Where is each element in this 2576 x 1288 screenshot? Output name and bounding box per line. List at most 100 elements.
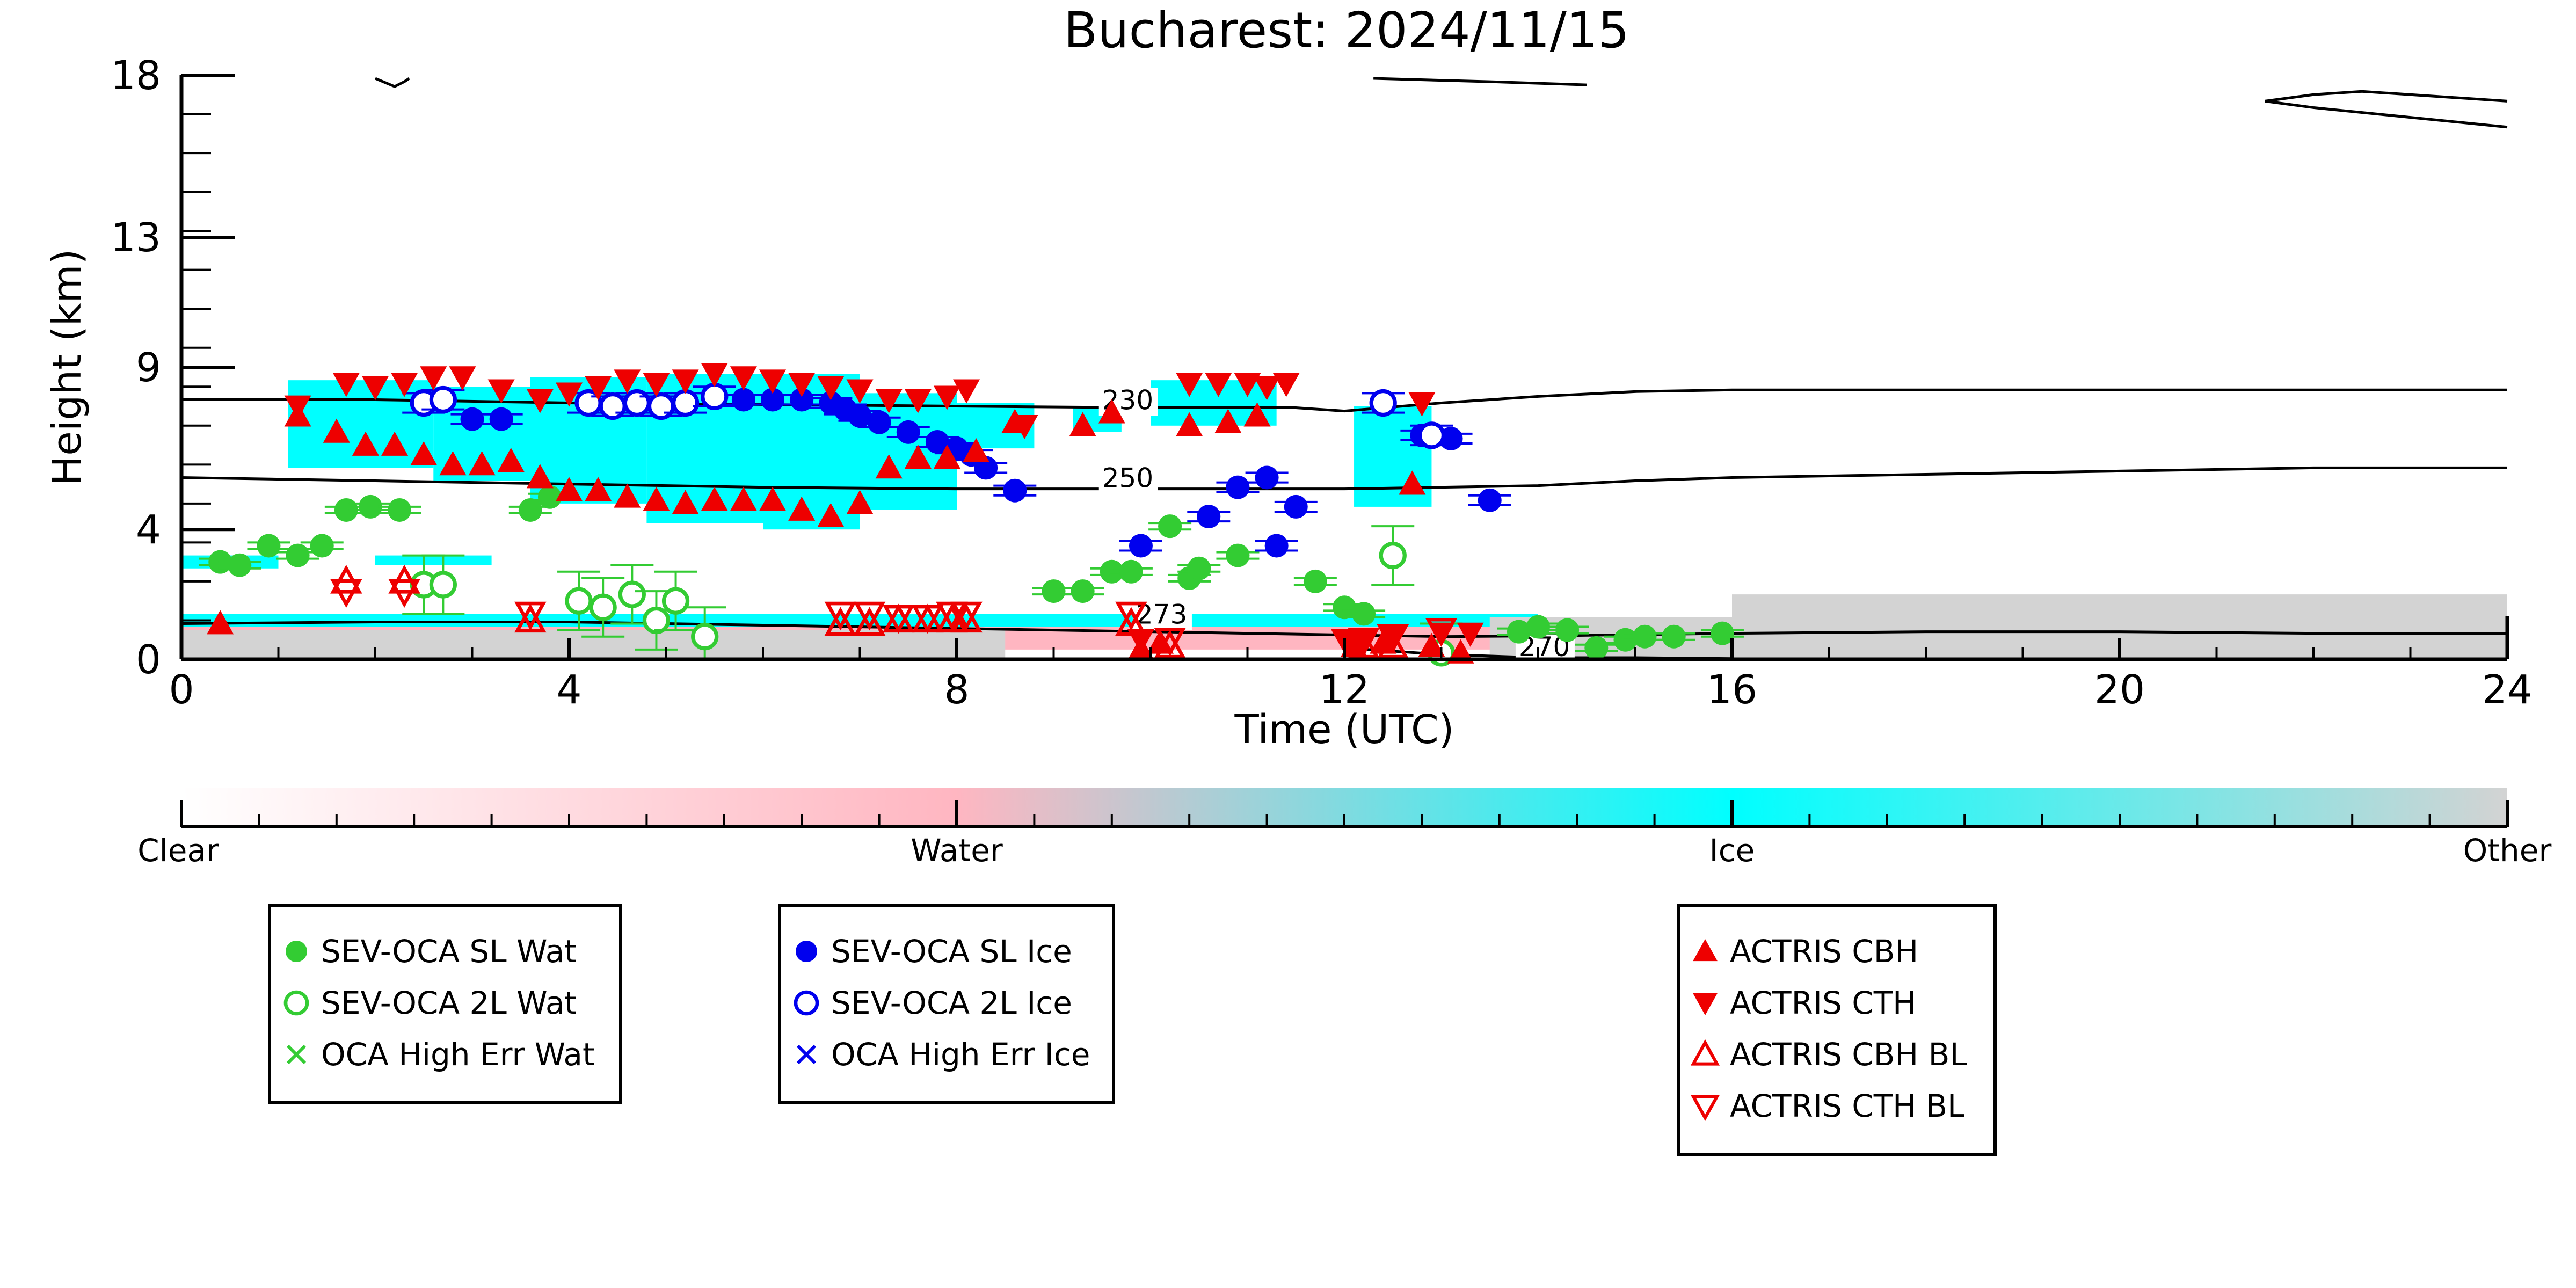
data-point <box>589 593 617 621</box>
data-point <box>468 451 496 476</box>
data-point <box>912 605 944 634</box>
data-point <box>1115 607 1147 636</box>
y-tick-label: 9 <box>136 345 161 391</box>
legend-label: OCA High Err Ice <box>831 1036 1090 1073</box>
data-point <box>817 503 845 527</box>
data-point <box>1348 629 1380 659</box>
data-point <box>761 388 785 412</box>
contour-label-bg <box>1098 465 1158 494</box>
data-point <box>701 486 728 511</box>
data-point <box>1226 543 1250 567</box>
temperature-contour <box>1373 77 1587 86</box>
legend-layer: SEV-OCA SL Wat SEV-OCA 2L Wat OCA High Err… <box>268 904 1997 1156</box>
data-point <box>730 366 757 391</box>
data-point <box>846 379 874 404</box>
data-point <box>1584 636 1609 660</box>
data-point <box>1417 421 1446 449</box>
legend-label: SEV-OCA SL Ice <box>831 933 1072 970</box>
series-actris-cth-bl <box>330 579 1458 657</box>
y-tick-label: 13 <box>111 215 161 261</box>
data-point <box>449 366 476 391</box>
data-point <box>1119 559 1143 584</box>
data-point <box>853 601 886 631</box>
data-point <box>642 606 671 635</box>
data-point <box>904 445 932 469</box>
x-tick-label: 24 <box>2482 667 2533 713</box>
data-point <box>846 490 874 514</box>
legend-box-2: SEV-OCA SL Ice SEV-OCA 2L Ice OCA High Err… <box>778 904 1115 1104</box>
data-point <box>1348 628 1380 657</box>
data-point <box>518 498 542 522</box>
legend-label: SEV-OCA 2L Ice <box>831 985 1072 1021</box>
data-point <box>790 388 814 412</box>
data-point <box>286 543 310 567</box>
legend-label: ACTRIS CBH BL <box>1730 1036 1967 1073</box>
data-point <box>701 382 729 411</box>
data-point <box>439 451 467 476</box>
colorbar-ticks <box>180 800 2509 827</box>
data-point <box>1272 373 1300 397</box>
data-point <box>817 376 845 401</box>
colorbar-label-other: Other <box>2463 832 2552 869</box>
data-point <box>925 430 949 454</box>
data-point <box>1243 402 1271 427</box>
data-point <box>410 441 438 466</box>
data-point <box>284 395 311 420</box>
data-point <box>661 587 690 615</box>
temperature-contour <box>2265 99 2508 129</box>
data-point <box>487 379 515 404</box>
data-point <box>1154 628 1186 657</box>
data-point <box>963 438 990 463</box>
data-point <box>1253 376 1280 401</box>
colorbar-label-water: Water <box>911 832 1003 869</box>
data-point <box>672 369 699 394</box>
legend-marker <box>286 1044 307 1065</box>
legend-label: ACTRIS CBH <box>1730 933 1918 970</box>
data-point <box>381 431 409 456</box>
legend-box-3: ACTRIS CBH ACTRIS CTH ACTRIS CBH BL ACTRIS … <box>1677 904 1997 1156</box>
x-tick-label: 16 <box>1707 667 1757 713</box>
data-point <box>953 379 980 404</box>
ice-mask-region <box>375 555 492 565</box>
y-tick-label: 0 <box>136 637 161 683</box>
data-point <box>647 392 675 420</box>
data-point <box>623 389 651 417</box>
legend-label: SEV-OCA SL Wat <box>321 933 577 970</box>
data-point <box>1176 373 1203 397</box>
data-point <box>526 389 554 413</box>
data-point <box>1633 624 1657 649</box>
data-point <box>1234 373 1261 397</box>
data-point <box>358 494 382 519</box>
legend-marker <box>1693 938 1718 962</box>
data-point <box>1478 488 1502 512</box>
temperature-contour <box>2265 90 2508 103</box>
data-point <box>555 477 583 501</box>
data-point <box>671 389 700 417</box>
data-point <box>1399 470 1426 495</box>
data-point <box>497 448 525 472</box>
data-point <box>330 579 362 608</box>
data-point <box>1555 618 1580 642</box>
data-point <box>585 376 612 401</box>
data-point <box>1284 494 1308 519</box>
x-tick-label: 12 <box>1319 667 1370 713</box>
y-tick-label: 18 <box>111 53 161 99</box>
data-point <box>701 363 728 388</box>
legend-marker <box>796 941 817 962</box>
data-point <box>310 534 334 558</box>
data-point <box>759 369 787 394</box>
data-point <box>1369 389 1397 417</box>
phase-colorbar: Clear Water Ice Other <box>137 788 2551 869</box>
colorbar-label-ice: Ice <box>1709 832 1755 869</box>
x-tick-label: 20 <box>2094 667 2145 713</box>
data-point <box>1069 412 1096 436</box>
data-point <box>875 454 903 479</box>
data-point <box>599 392 627 420</box>
data-point <box>361 376 389 401</box>
series-sev-oca-sl-wat <box>199 485 1744 660</box>
data-point <box>565 587 593 615</box>
legend-marker <box>283 990 309 1016</box>
data-point <box>420 366 447 391</box>
data-point <box>933 445 960 469</box>
